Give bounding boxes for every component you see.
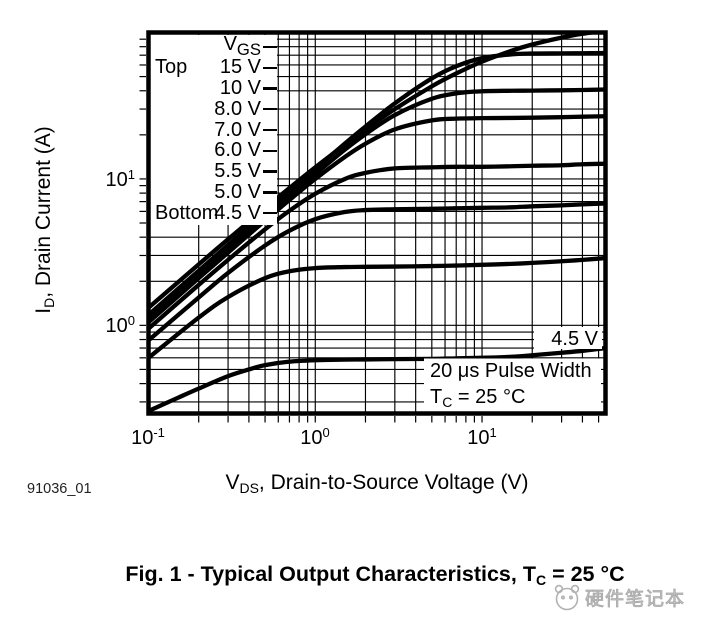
- legend-value: 7.0 V: [214, 118, 261, 141]
- legend-value: 6.0 V: [214, 139, 261, 162]
- legend-leader-dash: [263, 66, 277, 69]
- legend-value: 8.0 V: [214, 97, 261, 120]
- label-4-5v-background: [534, 327, 602, 349]
- watermark: 硬件笔记本: [551, 581, 685, 613]
- legend-value: 10 V: [219, 77, 261, 100]
- legend-row-5.0V: 5.0 V: [149, 182, 277, 203]
- legend-row-5.5V: 5.5 V: [149, 161, 277, 182]
- curve-5.0: [148, 255, 606, 360]
- figure-caption: Fig. 1 - Typical Output Characteristics,…: [125, 562, 625, 588]
- curve-6.0: [148, 161, 606, 331]
- legend-leader-dash: [263, 149, 277, 153]
- x-tick-10e1: 101: [467, 425, 497, 449]
- legend-row-10V: 10 V: [149, 78, 277, 99]
- legend-value: 5.0 V: [214, 181, 261, 204]
- plot-border: [146, 30, 608, 416]
- legend-leader-dash: [263, 170, 277, 173]
- curve-5.5: [148, 201, 606, 343]
- legend-value: VGS: [223, 32, 261, 59]
- x-tick-10e0: 100: [300, 425, 330, 449]
- legend-background: [149, 35, 277, 225]
- legend-side-label: Top: [155, 56, 188, 79]
- legend-row-7.0V: 7.0 V: [149, 118, 277, 141]
- annotation-pulse-width: 20 μs Pulse Width: [430, 360, 592, 382]
- curve-4.5: [148, 345, 606, 414]
- conditions-background: [424, 358, 601, 412]
- legend-header-vgs: VGS: [149, 32, 277, 59]
- watermark-text: 硬件笔记本: [585, 588, 686, 610]
- curve-8.0: [148, 87, 606, 321]
- annotation-vgs-4-5-label: 4.5 V: [551, 328, 598, 350]
- legend-leader-dash: [263, 87, 277, 90]
- legend-row-8.0V: 8.0 V: [149, 99, 277, 120]
- legend-leader-dash: [263, 108, 277, 111]
- annotation-case-temperature: TC = 25 °C: [430, 386, 526, 410]
- y-axis-title: ID, Drain Current (A): [32, 126, 57, 314]
- legend-leader-dash: [263, 191, 277, 194]
- legend-row-4.5V: Bottom 4.5 V: [149, 203, 277, 224]
- legend-value: 4.5 V: [214, 201, 261, 224]
- figure-number: 91036_01: [27, 481, 92, 497]
- legend-leader-dash: [263, 45, 277, 49]
- watermark-logo-icon: [554, 584, 580, 611]
- curve-7.0: [148, 114, 606, 325]
- x-tick-10e-1: 10-1: [131, 425, 165, 449]
- legend-row-15V: Top 15 V: [149, 57, 277, 78]
- axis-ticks: [139, 38, 600, 423]
- legend-row-6.0V: 6.0 V: [149, 140, 277, 161]
- legend-leader-dash: [263, 128, 277, 132]
- legend-value: 5.5 V: [214, 160, 261, 183]
- x-axis-title: VDS, Drain-to-Source Voltage (V): [225, 471, 529, 496]
- legend-side-label: Bottom: [155, 201, 219, 224]
- y-tick-10e1: 101: [105, 167, 135, 191]
- y-tick-10e0: 100: [105, 313, 135, 337]
- legend-leader-dash: [263, 212, 277, 215]
- legend-value: 15 V: [219, 56, 261, 79]
